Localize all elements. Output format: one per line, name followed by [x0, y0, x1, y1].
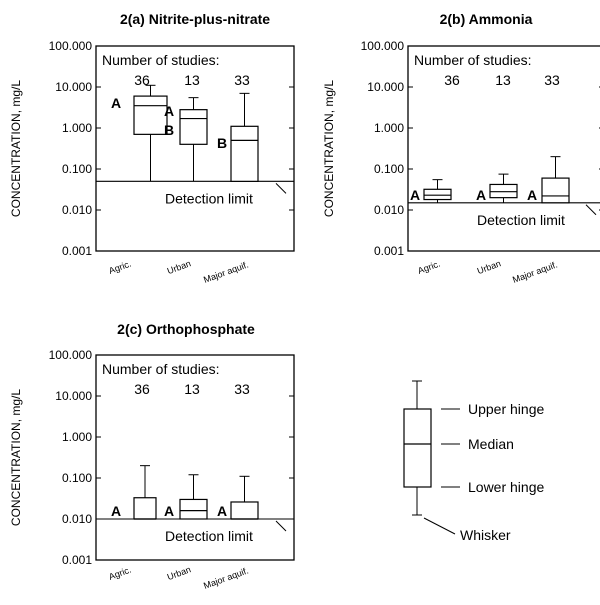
y-tick-label: 0.100 [374, 162, 404, 176]
y-tick-label: 0.001 [62, 553, 92, 567]
legend-whisker-label: Whisker [460, 527, 511, 543]
y-tick-label: 0.001 [62, 244, 92, 258]
study-count: 36 [134, 72, 150, 88]
y-tick-label: 0.010 [62, 512, 92, 526]
group-letter: A [527, 187, 537, 203]
y-axis-label: CONCENTRATION, mg/L [9, 389, 23, 526]
group-letter: B [217, 135, 227, 151]
studies-header: Number of studies: [102, 361, 220, 377]
plot-frame [407, 45, 600, 252]
category-label: Agric. [107, 259, 132, 276]
group-letter: A [410, 187, 420, 203]
detection-limit-label: Detection limit [477, 212, 565, 228]
plot-frame [95, 45, 295, 252]
group-letter: A [217, 503, 227, 519]
category-label: Major aquif. [511, 259, 559, 284]
category-label: Major aquif. [202, 565, 250, 590]
y-tick-label: 100.000 [361, 39, 405, 53]
category-label: Major aquif. [202, 259, 250, 284]
box [179, 498, 208, 520]
y-tick-label: 10.000 [55, 389, 92, 403]
y-tick-label: 10.000 [55, 80, 92, 94]
study-count: 13 [495, 72, 511, 88]
legend-median-label: Median [468, 436, 514, 452]
detection-limit-label: Detection limit [165, 528, 253, 544]
category-label: Urban [166, 258, 192, 276]
group-letter: A [111, 95, 121, 111]
y-tick-label: 0.100 [62, 471, 92, 485]
y-tick-label: 1.000 [374, 121, 404, 135]
legend-box [403, 408, 432, 488]
detection-limit-leader [275, 182, 287, 194]
group-letter: A [164, 103, 174, 119]
study-count: 36 [444, 72, 460, 88]
category-label: Urban [166, 564, 192, 582]
box [230, 125, 259, 182]
category-label: Agric. [416, 259, 441, 276]
detection-limit-leader [585, 204, 597, 216]
y-tick-label: 1.000 [62, 430, 92, 444]
y-tick-label: 100.000 [49, 39, 93, 53]
study-count: 13 [184, 381, 200, 397]
detection-limit-leader [275, 520, 287, 532]
box [179, 109, 208, 145]
study-count: 33 [544, 72, 560, 88]
category-label: Urban [476, 258, 502, 276]
y-axis-label: CONCENTRATION, mg/L [322, 80, 336, 217]
box [423, 188, 452, 201]
y-tick-label: 0.100 [62, 162, 92, 176]
box [541, 177, 570, 204]
group-letter: A [164, 503, 174, 519]
studies-header: Number of studies: [414, 52, 532, 68]
y-axis-label: CONCENTRATION, mg/L [9, 80, 23, 217]
y-tick-label: 100.000 [49, 348, 93, 362]
y-tick-label: 1.000 [62, 121, 92, 135]
category-label: Agric. [107, 565, 132, 582]
plot-frame [95, 354, 295, 561]
group-letter: B [164, 122, 174, 138]
y-tick-label: 0.010 [62, 203, 92, 217]
group-letter: A [111, 503, 121, 519]
study-count: 33 [234, 72, 250, 88]
legend-lower-hinge: Lower hinge [468, 479, 544, 495]
box [489, 183, 518, 199]
chart-title: 2(a) Nitrite-plus-nitrate [120, 11, 270, 27]
box [133, 497, 157, 520]
legend-upper-hinge: Upper hinge [468, 401, 544, 417]
legend-leader-whisker [423, 517, 456, 535]
group-letter: A [476, 187, 486, 203]
study-count: 13 [184, 72, 200, 88]
box [133, 95, 168, 135]
chart-title: 2(c) Orthophosphate [117, 321, 255, 337]
studies-header: Number of studies: [102, 52, 220, 68]
study-count: 33 [234, 381, 250, 397]
y-tick-label: 10.000 [367, 80, 404, 94]
study-count: 36 [134, 381, 150, 397]
detection-limit-label: Detection limit [165, 190, 253, 206]
chart-title: 2(b) Ammonia [440, 11, 533, 27]
box [230, 501, 259, 520]
y-tick-label: 0.001 [374, 244, 404, 258]
y-tick-label: 0.010 [374, 203, 404, 217]
